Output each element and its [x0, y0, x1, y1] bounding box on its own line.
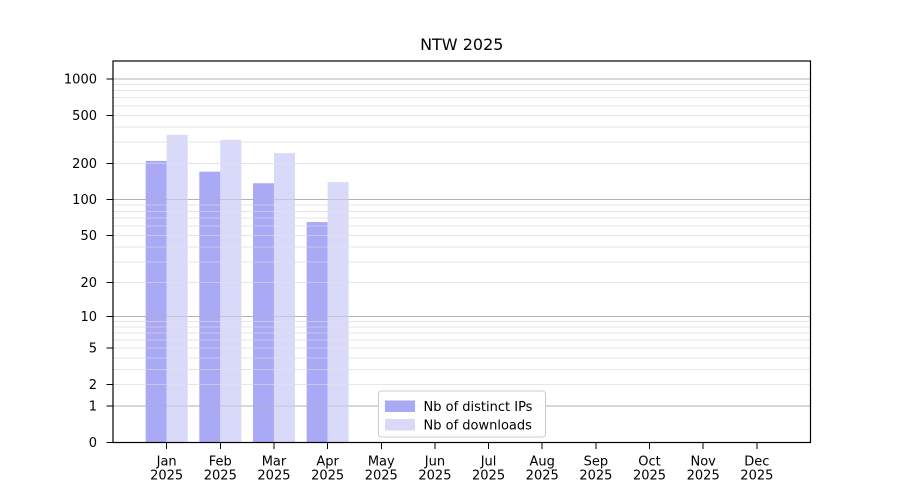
x-tick-label-month: Apr: [316, 455, 339, 470]
x-tick-labels: Jan2025Feb2025Mar2025Apr2025May2025Jun20…: [150, 455, 773, 484]
bar-downloads-mar: [273, 153, 295, 443]
x-tick-label-month: Mar: [262, 455, 287, 470]
gridlines-over: [113, 78, 811, 407]
x-tick-label-year: 2025: [257, 469, 290, 484]
bar-distinct-ips-mar: [252, 183, 274, 443]
x-tick-label-year: 2025: [150, 469, 183, 484]
x-tick-label-year: 2025: [204, 469, 237, 484]
x-tick-label-month: Jun: [424, 455, 445, 470]
y-tick-label: 50: [80, 229, 97, 244]
x-tick-label-month: Feb: [209, 455, 232, 470]
y-tick-label: 1000: [64, 73, 97, 88]
x-tick-label-month: Oct: [638, 455, 660, 470]
legend-label-distinct-ips: Nb of distinct IPs: [424, 400, 533, 415]
plot-frame: [112, 60, 812, 444]
y-tick-label: 200: [72, 157, 97, 172]
y-tick-label: 2: [89, 378, 97, 393]
x-tick-label-year: 2025: [740, 469, 773, 484]
axis-ticks: [106, 78, 758, 449]
y-tick-label: 500: [72, 109, 97, 124]
legend-label-downloads: Nb of downloads: [424, 419, 533, 434]
x-tick-label-year: 2025: [472, 469, 505, 484]
y-tick-label: 20: [80, 276, 97, 291]
x-tick-label-year: 2025: [418, 469, 451, 484]
x-tick-label-month: Jan: [156, 455, 177, 470]
x-tick-label-month: Sep: [584, 455, 609, 470]
y-tick-label: 10: [80, 310, 97, 325]
x-tick-label-month: May: [368, 455, 395, 470]
x-tick-label-month: Aug: [530, 455, 555, 470]
x-tick-label-month: Nov: [691, 455, 717, 470]
legend-swatch-distinct-ips: [385, 400, 415, 412]
y-tick-label: 5: [89, 342, 97, 357]
bar-downloads-feb: [220, 139, 242, 443]
legend-box: [378, 390, 546, 438]
x-tick-label-month: Jul: [480, 455, 497, 470]
bars-layer: [145, 134, 349, 443]
y-tick-label: 0: [89, 436, 97, 451]
bar-distinct-ips-apr: [306, 222, 328, 443]
bar-distinct-ips-feb: [199, 171, 221, 443]
x-tick-label-year: 2025: [633, 469, 666, 484]
x-tick-label-year: 2025: [579, 469, 612, 484]
bar-downloads-apr: [327, 182, 349, 443]
bar-downloads-jan: [166, 134, 188, 443]
chart-title: NTW 2025: [420, 35, 503, 54]
x-tick-label-year: 2025: [687, 469, 720, 484]
x-tick-label-year: 2025: [365, 469, 398, 484]
x-tick-label-month: Dec: [744, 455, 769, 470]
y-tick-label: 100: [72, 193, 97, 208]
bar-distinct-ips-jan: [145, 160, 167, 443]
x-tick-label-year: 2025: [526, 469, 559, 484]
y-tick-label: 1: [89, 400, 97, 415]
x-tick-label-year: 2025: [311, 469, 344, 484]
legend: Nb of distinct IPs Nb of downloads: [378, 390, 546, 438]
legend-swatch-downloads: [385, 419, 415, 431]
